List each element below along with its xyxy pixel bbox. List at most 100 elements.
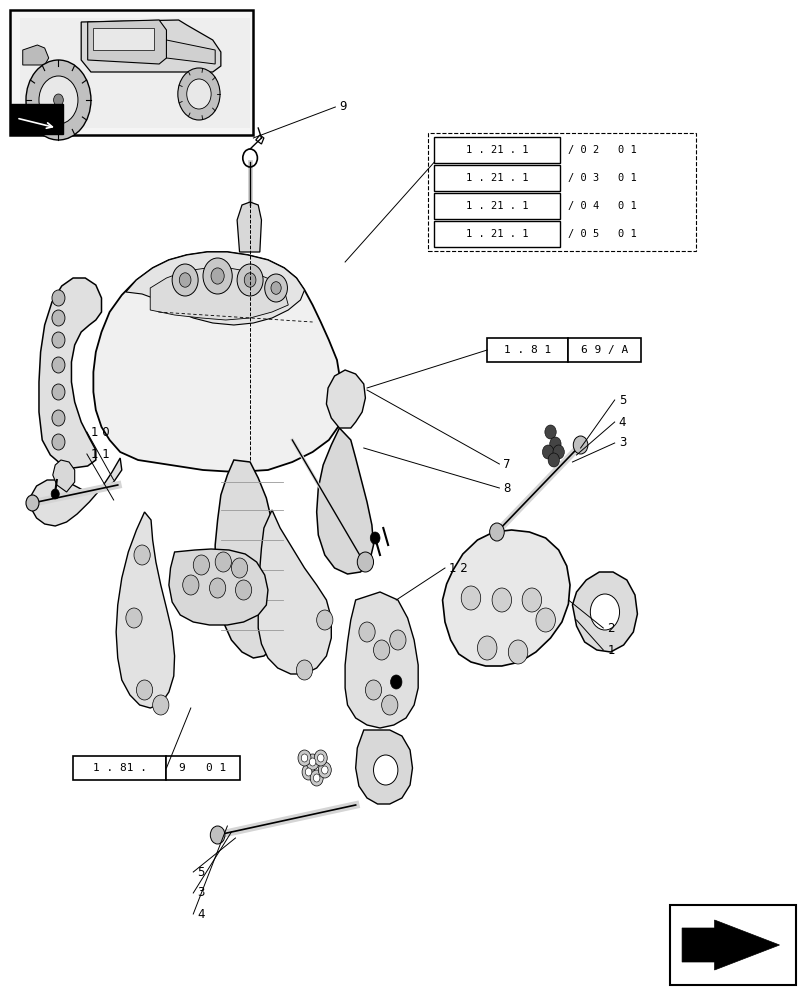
Circle shape	[264, 274, 287, 302]
Polygon shape	[150, 268, 288, 320]
Circle shape	[521, 588, 541, 612]
Circle shape	[381, 695, 397, 715]
Polygon shape	[116, 512, 174, 708]
Circle shape	[244, 273, 255, 287]
Text: 1 . 21 . 1: 1 . 21 . 1	[466, 201, 528, 211]
Polygon shape	[316, 428, 373, 574]
Circle shape	[126, 608, 142, 628]
Polygon shape	[20, 18, 250, 128]
Circle shape	[179, 273, 191, 287]
Text: 4: 4	[197, 908, 204, 920]
Circle shape	[26, 60, 91, 140]
Circle shape	[231, 558, 247, 578]
Circle shape	[187, 79, 211, 109]
Text: 1 1: 1 1	[91, 448, 109, 460]
Circle shape	[203, 258, 232, 294]
Polygon shape	[126, 252, 304, 325]
Text: 4: 4	[618, 416, 625, 428]
Text: 5: 5	[618, 393, 625, 406]
Circle shape	[373, 755, 397, 785]
Text: 1 0: 1 0	[91, 426, 109, 438]
Circle shape	[54, 94, 63, 106]
Circle shape	[296, 660, 312, 680]
Circle shape	[390, 675, 401, 689]
Circle shape	[309, 758, 315, 766]
Polygon shape	[169, 549, 268, 625]
Circle shape	[370, 532, 380, 544]
Polygon shape	[258, 510, 331, 674]
Polygon shape	[166, 40, 215, 64]
Circle shape	[52, 384, 65, 400]
Bar	[669, 905, 795, 985]
Circle shape	[357, 552, 373, 572]
Circle shape	[237, 264, 263, 296]
Bar	[434, 165, 560, 191]
Circle shape	[172, 264, 198, 296]
Circle shape	[52, 290, 65, 306]
Circle shape	[544, 425, 556, 439]
Circle shape	[461, 586, 480, 610]
Polygon shape	[572, 572, 637, 652]
Text: 3: 3	[197, 886, 204, 900]
Circle shape	[134, 545, 150, 565]
Circle shape	[193, 555, 209, 575]
Circle shape	[373, 640, 389, 660]
Circle shape	[491, 588, 511, 612]
Polygon shape	[355, 730, 412, 804]
Polygon shape	[326, 370, 365, 428]
Circle shape	[235, 580, 251, 600]
Circle shape	[215, 552, 231, 572]
Circle shape	[389, 630, 406, 650]
Polygon shape	[23, 45, 49, 65]
Polygon shape	[681, 920, 779, 970]
Polygon shape	[345, 592, 418, 728]
Text: 9: 9	[339, 101, 346, 113]
Circle shape	[365, 680, 381, 700]
Bar	[166, 756, 239, 780]
Text: 1 . 21 . 1: 1 . 21 . 1	[466, 173, 528, 183]
Circle shape	[489, 523, 504, 541]
Text: 1 . 21 . 1: 1 . 21 . 1	[466, 145, 528, 155]
Text: / 0 3   0 1: / 0 3 0 1	[568, 173, 637, 183]
Polygon shape	[81, 20, 221, 72]
Circle shape	[209, 578, 225, 598]
Text: 1: 1	[607, 644, 614, 656]
Text: 9   0 1: 9 0 1	[179, 763, 226, 773]
Bar	[434, 137, 560, 163]
Circle shape	[358, 622, 375, 642]
Circle shape	[301, 754, 307, 762]
Circle shape	[477, 636, 496, 660]
Circle shape	[136, 680, 152, 700]
Bar	[427, 133, 695, 251]
Polygon shape	[215, 460, 282, 658]
Circle shape	[39, 76, 78, 124]
Circle shape	[552, 445, 564, 459]
Circle shape	[210, 826, 225, 844]
Circle shape	[318, 762, 331, 778]
Circle shape	[52, 410, 65, 426]
Circle shape	[535, 608, 555, 632]
Circle shape	[549, 437, 560, 451]
Circle shape	[310, 770, 323, 786]
Circle shape	[314, 750, 327, 766]
Circle shape	[211, 268, 224, 284]
Circle shape	[302, 764, 315, 780]
Circle shape	[52, 310, 65, 326]
Circle shape	[573, 436, 587, 454]
Bar	[73, 756, 166, 780]
Polygon shape	[39, 278, 101, 468]
Circle shape	[51, 489, 59, 499]
Circle shape	[313, 774, 320, 782]
Text: 8: 8	[503, 482, 510, 494]
Bar	[10, 10, 253, 135]
Text: / 0 4   0 1: / 0 4 0 1	[568, 201, 637, 211]
Text: 3: 3	[618, 436, 625, 450]
Circle shape	[182, 575, 199, 595]
Circle shape	[52, 332, 65, 348]
Polygon shape	[442, 530, 569, 666]
Polygon shape	[53, 460, 75, 492]
Bar	[93, 28, 154, 50]
Polygon shape	[237, 202, 261, 252]
Bar	[568, 338, 641, 362]
Text: 7: 7	[503, 458, 510, 471]
